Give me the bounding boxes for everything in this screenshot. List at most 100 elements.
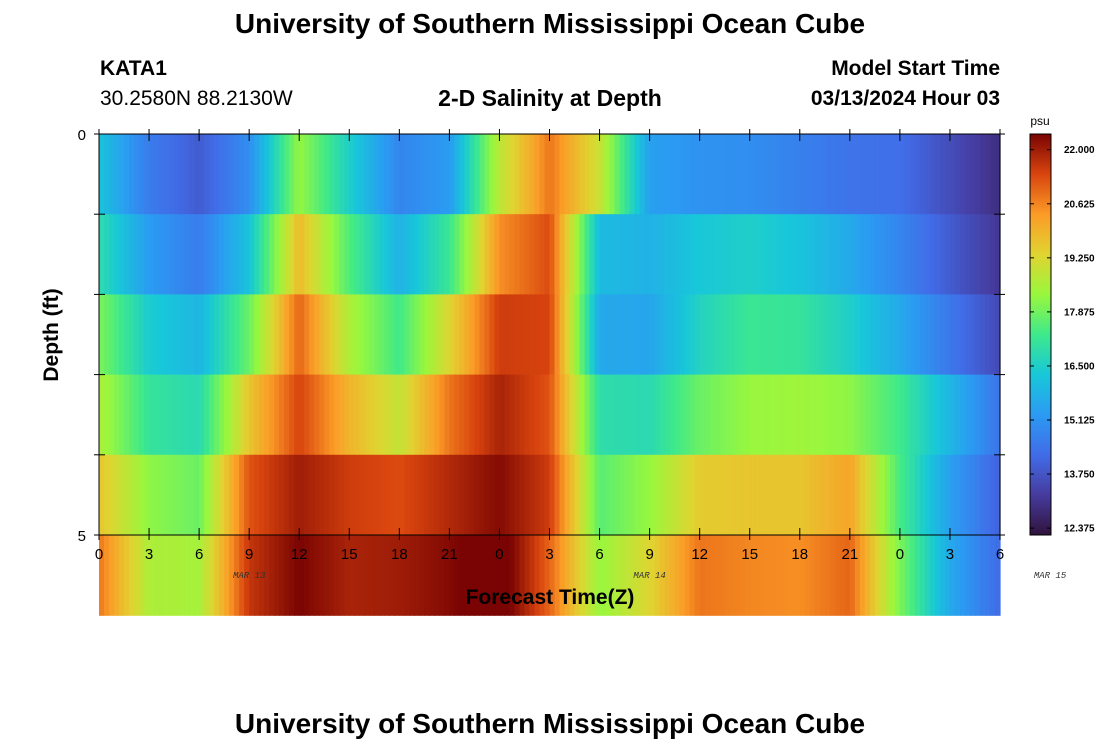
heatmap-cell — [689, 294, 696, 376]
heatmap-cell — [994, 374, 1001, 456]
heatmap-cell — [409, 214, 415, 295]
heatmap-cell — [599, 294, 606, 376]
heatmap-cell — [209, 214, 215, 295]
heatmap-cell — [924, 134, 931, 215]
heatmap-cell — [799, 535, 806, 616]
heatmap-cell — [194, 374, 200, 456]
heatmap-cell — [549, 294, 556, 376]
heatmap-cell — [864, 134, 871, 215]
x-tick-label: 0 — [896, 546, 904, 563]
heatmap-cell — [199, 214, 205, 295]
heatmap-cell — [389, 535, 395, 616]
heatmap-cell — [499, 374, 506, 456]
heatmap-cell — [154, 535, 160, 616]
heatmap-cell — [664, 134, 671, 215]
heatmap-cell — [114, 294, 120, 376]
heatmap-cell — [404, 294, 410, 376]
heatmap-cell — [319, 294, 325, 376]
heatmap-cell — [164, 374, 170, 456]
heatmap-cell — [314, 134, 320, 215]
heatmap-cell — [599, 134, 606, 215]
heatmap-cell — [954, 374, 961, 456]
heatmap-cell — [629, 134, 636, 215]
heatmap-cell — [179, 535, 185, 616]
x-axis-label: Forecast Time(Z) — [466, 586, 635, 609]
heatmap-cell — [659, 535, 666, 616]
heatmap-cell — [639, 134, 646, 215]
heatmap-cell — [544, 374, 551, 456]
heatmap-cell — [604, 134, 611, 215]
heatmap-cell — [579, 374, 586, 456]
heatmap-cell — [634, 454, 641, 536]
heatmap-cell — [689, 454, 696, 536]
heatmap-cell — [269, 214, 275, 295]
heatmap-cell — [859, 214, 866, 295]
heatmap-cell — [359, 454, 365, 536]
heatmap-cell — [354, 294, 360, 376]
heatmap-cell — [124, 134, 130, 215]
heatmap-cell — [484, 214, 491, 295]
colorbar-tick-label: 16.500 — [1064, 361, 1095, 372]
heatmap-cell — [859, 535, 866, 616]
heatmap-cell — [814, 374, 821, 456]
heatmap-cell — [594, 454, 601, 536]
heatmap-cell — [734, 535, 741, 616]
heatmap-cell — [569, 454, 576, 536]
heatmap-cell — [139, 294, 145, 376]
heatmap-cell — [244, 454, 250, 536]
heatmap-cell — [829, 214, 836, 295]
heatmap-cell — [724, 134, 731, 215]
heatmap-cell — [599, 535, 606, 616]
heatmap-cell — [244, 374, 250, 456]
heatmap-cell — [494, 454, 501, 536]
heatmap-cell — [904, 374, 911, 456]
heatmap-cell — [714, 374, 721, 456]
date-label: MAR 13 — [233, 571, 266, 581]
heatmap-cell — [459, 374, 466, 456]
heatmap-cell — [674, 374, 681, 456]
heatmap-cell — [839, 294, 846, 376]
heatmap-cell — [699, 374, 706, 456]
heatmap-cell — [934, 374, 941, 456]
heatmap-cell — [289, 535, 295, 616]
heatmap-cell — [304, 374, 310, 456]
heatmap-cell — [714, 214, 721, 295]
heatmap-cell — [704, 294, 711, 376]
heatmap-cell — [104, 374, 110, 456]
heatmap-cell — [379, 134, 385, 215]
heatmap-cell — [289, 374, 295, 456]
heatmap-cell — [149, 134, 155, 215]
heatmap-cell — [614, 214, 621, 295]
heatmap-cell — [119, 294, 125, 376]
heatmap-cell — [674, 214, 681, 295]
heatmap-cell — [684, 374, 691, 456]
heatmap-cell — [954, 535, 961, 616]
heatmap-cell — [659, 374, 666, 456]
heatmap-cell — [879, 454, 886, 536]
heatmap-cell — [559, 134, 566, 215]
heatmap-cell — [694, 214, 701, 295]
heatmap-cell — [649, 454, 656, 536]
heatmap-cell — [149, 535, 155, 616]
heatmap-cell — [684, 454, 691, 536]
heatmap-cell — [424, 134, 430, 215]
heatmap-cell — [164, 535, 170, 616]
heatmap-cell — [444, 454, 450, 536]
heatmap-cell — [474, 294, 481, 376]
heatmap-cell — [619, 134, 626, 215]
heatmap-cell — [594, 134, 601, 215]
heatmap-cell — [474, 374, 481, 456]
heatmap-cell — [754, 454, 761, 536]
colorbar-tick-label: 20.625 — [1064, 199, 1095, 210]
heatmap-cell — [184, 535, 190, 616]
heatmap-cell — [159, 214, 165, 295]
heatmap-cell — [909, 374, 916, 456]
heatmap-cell — [654, 535, 661, 616]
heatmap-cell — [334, 454, 340, 536]
heatmap-cell — [449, 214, 455, 295]
heatmap-cell — [239, 294, 245, 376]
heatmap-cell — [254, 214, 260, 295]
heatmap-cell — [454, 454, 460, 536]
heatmap-cell — [549, 214, 556, 295]
heatmap-cell — [414, 294, 420, 376]
